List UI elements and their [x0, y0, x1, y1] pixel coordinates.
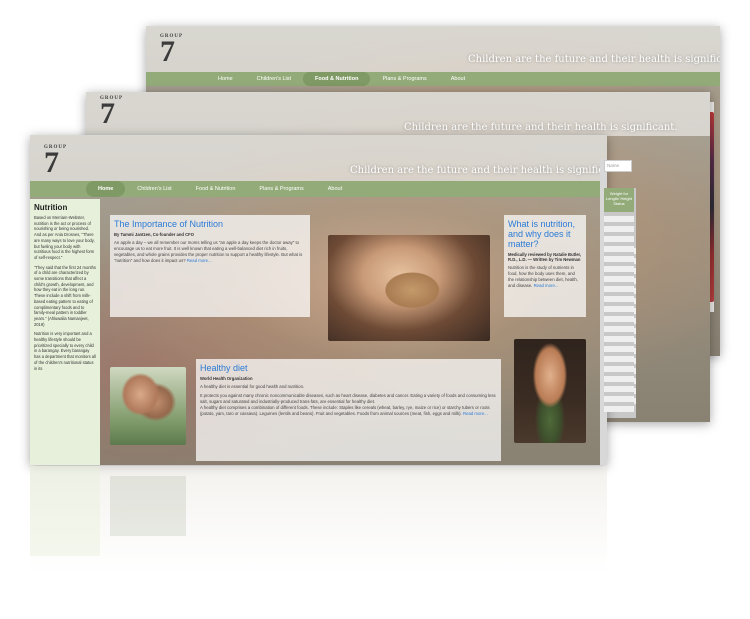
mother-child-photo [110, 367, 186, 445]
article-body: Nutrition is the study of nutrients in f… [508, 265, 582, 289]
logo[interactable]: GROUP 7 [44, 145, 68, 179]
read-more-link[interactable]: Read more... [462, 411, 488, 416]
table-header: Weight for Length/ Height Status [604, 188, 634, 212]
sidebar-reflection [30, 466, 100, 556]
logo[interactable]: GROUP 7 [160, 34, 184, 68]
header [146, 26, 720, 72]
article-byline: By Tammi Jantzen, Co-founder and CFO [114, 232, 194, 237]
read-more-link[interactable]: Read more... [186, 258, 212, 263]
nav-childrens-list[interactable]: Children's List [256, 76, 292, 82]
nav-plans-programs[interactable]: Plans & Programs [259, 186, 304, 192]
nav-about[interactable]: About [327, 186, 343, 192]
browser-window-front: GROUP 7 Children are the future and thei… [30, 135, 607, 465]
article-body: An apple a day – we all remember our mom… [114, 240, 306, 264]
logo-number: 7 [160, 35, 175, 68]
read-more-link[interactable]: Read more... [533, 283, 559, 288]
photo-reflection [110, 476, 186, 536]
nav-bar: Home Children's List Food & Nutrition Pl… [146, 72, 720, 86]
nav-plans-programs[interactable]: Plans & Programs [382, 76, 427, 82]
article-body: It protects you against many chronic non… [200, 393, 496, 404]
nav-about[interactable]: About [450, 76, 466, 82]
tagline: Children are the future and their health… [468, 54, 720, 65]
article-body-text: Nutrition is the study of nutrients in f… [508, 265, 578, 288]
article-body: A healthy diet comprises a combination o… [200, 405, 497, 417]
article-title[interactable]: Healthy diet [200, 363, 248, 373]
logo[interactable]: GROUP 7 [100, 96, 124, 130]
search-input[interactable]: Name [604, 160, 632, 172]
article-body-text: A healthy diet comprises a combination o… [200, 405, 490, 416]
header [30, 135, 607, 181]
nav-food-nutrition[interactable]: Food & Nutrition [303, 72, 371, 86]
sidebar-paragraph: "They said that the first 24 months of a… [34, 264, 96, 327]
status-table-column [604, 212, 634, 412]
nav-home[interactable]: Home [218, 76, 233, 82]
logo-number: 7 [44, 146, 59, 179]
what-is-nutrition-article: What is nutrition, and why does it matte… [504, 215, 586, 317]
nav-home[interactable]: Home [86, 181, 126, 197]
logo-text: GROUP [160, 34, 184, 39]
sidebar-paragraph: Based on Merriam-Webster, nutrition is t… [34, 215, 95, 260]
scrollbar[interactable] [600, 159, 607, 465]
nutrition-sidebar: Nutrition Based on Merriam-Webster, nutr… [30, 199, 100, 465]
table-header-label: Weight for Length/ Height Status [605, 191, 633, 206]
logo-text: GROUP [44, 145, 68, 150]
healthy-diet-article: Healthy diet World Health Organization A… [196, 359, 501, 461]
child-eating-photo [328, 235, 490, 341]
header [86, 92, 710, 136]
tagline: Children are the future and their health… [404, 122, 678, 133]
nav-bar: Home Children's List Food & Nutrition Pl… [30, 181, 607, 197]
nav-food-nutrition[interactable]: Food & Nutrition [195, 186, 236, 192]
window-reflection [30, 466, 607, 619]
logo-number: 7 [100, 97, 115, 130]
article-body: A healthy diet is essential for good hea… [200, 384, 305, 389]
importance-article: The Importance of Nutrition By Tammi Jan… [110, 215, 310, 317]
article-byline: World Health Organization [200, 376, 253, 381]
article-title[interactable]: The Importance of Nutrition [114, 219, 224, 229]
sidebar-title: Nutrition [34, 203, 68, 212]
logo-text: GROUP [100, 96, 124, 101]
baby-photo [514, 339, 586, 443]
nav-childrens-list[interactable]: Children's List [137, 186, 172, 192]
article-byline: Medically reviewed by Natalie Butler, R.… [508, 252, 582, 262]
tagline: Children are the future and their health… [350, 165, 607, 176]
sidebar-paragraph: Nutrition is very important and a health… [34, 331, 96, 371]
article-body-text: An apple a day – we all remember our mom… [114, 240, 303, 263]
search-placeholder: Name [607, 163, 620, 168]
article-title[interactable]: What is nutrition, and why does it matte… [508, 219, 576, 249]
